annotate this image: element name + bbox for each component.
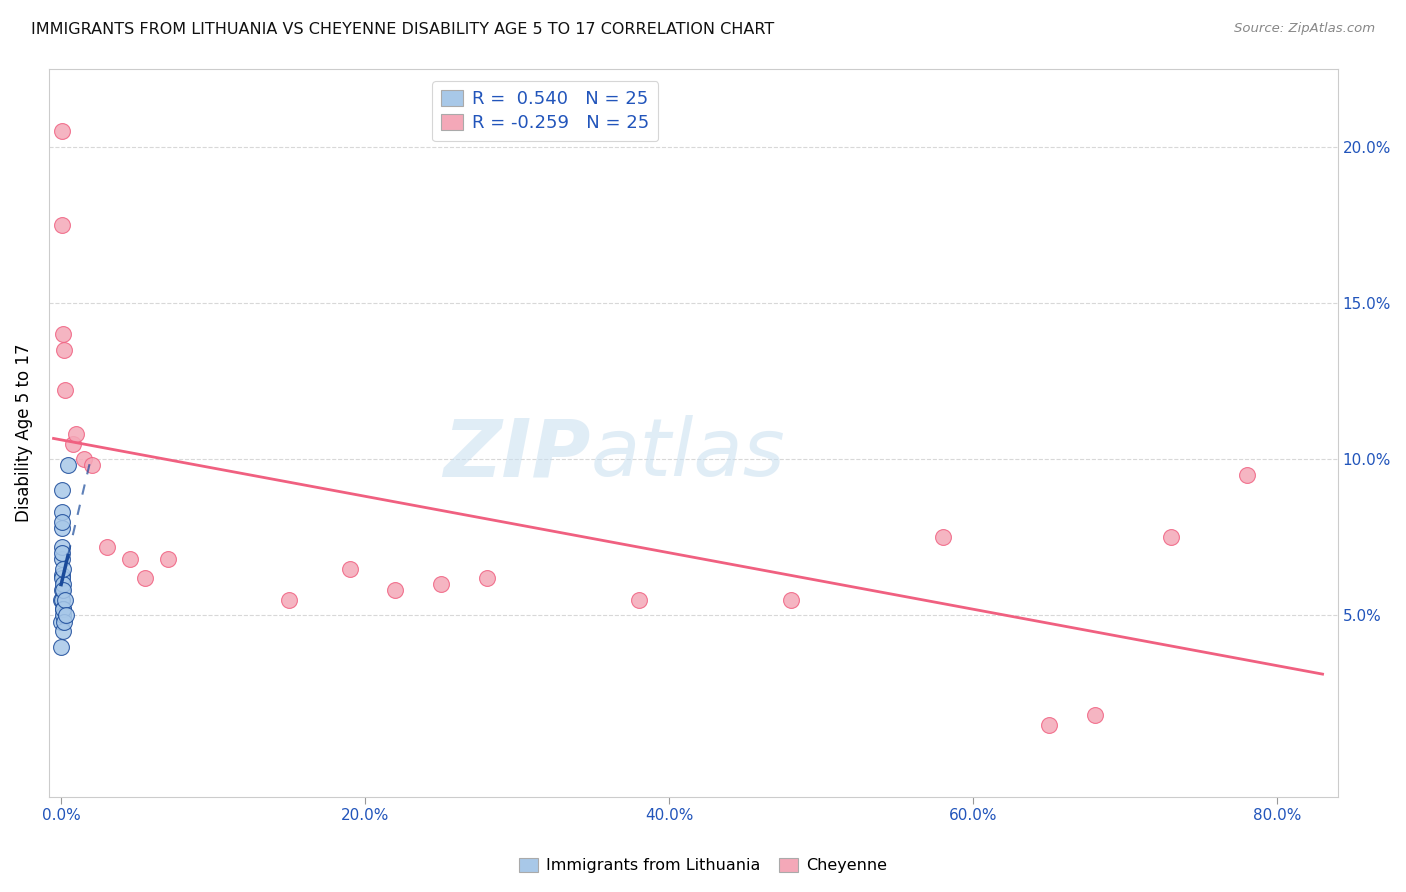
Point [65,427,87,442]
Point [51,521,73,535]
Point [118,552,141,566]
Point [53,615,76,629]
Point [779,592,801,607]
Point [1160,530,1182,544]
Point [339,561,361,575]
Point [430,577,453,591]
Point [51,552,73,566]
Text: Source: ZipAtlas.com: Source: ZipAtlas.com [1234,22,1375,36]
Point [80,458,103,473]
Point [1084,708,1107,723]
Point [384,583,406,598]
Point [73,452,96,467]
Point [52,561,75,575]
Point [51,546,73,560]
Y-axis label: Disability Age 5 to 17: Disability Age 5 to 17 [15,343,32,522]
Point [56,458,79,473]
Text: ZIP: ZIP [443,416,591,493]
Point [96,540,118,554]
Point [55,608,77,623]
Point [52,602,75,616]
Point [53,592,76,607]
Point [51,124,73,138]
Point [156,552,179,566]
Point [1236,467,1258,482]
Point [52,577,75,591]
Point [52,583,75,598]
Point [51,515,73,529]
Legend: R =  0.540   N = 25, R = -0.259   N = 25: R = 0.540 N = 25, R = -0.259 N = 25 [432,81,658,141]
Point [52,327,75,342]
Legend: Immigrants from Lithuania, Cheyenne: Immigrants from Lithuania, Cheyenne [512,851,894,880]
Text: IMMIGRANTS FROM LITHUANIA VS CHEYENNE DISABILITY AGE 5 TO 17 CORRELATION CHART: IMMIGRANTS FROM LITHUANIA VS CHEYENNE DI… [31,22,775,37]
Point [627,592,650,607]
Point [51,583,73,598]
Point [931,530,953,544]
Point [51,571,73,585]
Text: atlas: atlas [591,416,785,493]
Point [278,592,301,607]
Point [49,640,72,654]
Point [52,343,75,357]
Point [49,615,72,629]
Point [475,571,498,585]
Point [52,624,75,638]
Point [62,436,84,450]
Point [49,592,72,607]
Point [51,592,73,607]
Point [53,384,76,398]
Point [51,567,73,582]
Point [51,505,73,519]
Point [134,571,156,585]
Point [1038,718,1060,732]
Point [52,602,75,616]
Point [51,483,73,498]
Point [51,540,73,554]
Point [51,218,73,232]
Point [52,608,75,623]
